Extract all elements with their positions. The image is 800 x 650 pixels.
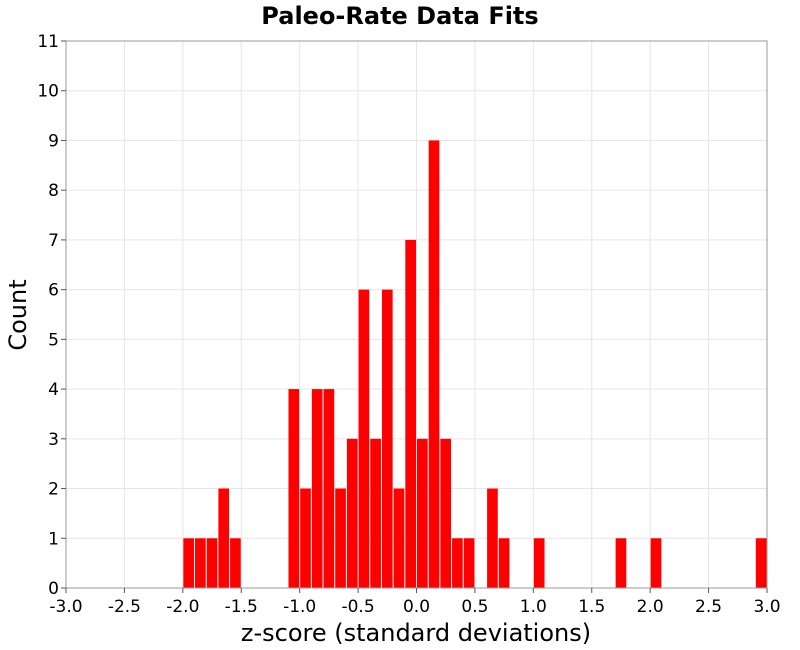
histogram-bar (183, 538, 195, 588)
histogram-bar (381, 289, 393, 588)
x-tick-label: 3.0 (753, 597, 780, 617)
histogram-bar (346, 438, 358, 588)
histogram-bar (755, 538, 767, 588)
y-tick-labels: 0 1 2 3 4 5 6 7 8 9 10 11 (37, 32, 59, 599)
histogram-bar (218, 488, 230, 588)
histogram-bar (650, 538, 662, 588)
x-tick-label: -1.5 (225, 597, 258, 617)
x-tick-label: 2.5 (695, 597, 722, 617)
histogram-bar (300, 488, 311, 588)
histogram-bar (195, 538, 206, 588)
x-tick-label: -0.5 (341, 597, 374, 617)
y-axis-label: Count (4, 279, 32, 350)
y-tick-label: 2 (48, 480, 59, 500)
x-tick-label: -2.5 (108, 597, 141, 617)
y-tick-label: 10 (37, 82, 59, 102)
x-tick-label: 0.5 (461, 597, 488, 617)
histogram-bar (230, 538, 241, 588)
histogram-bar (463, 538, 475, 588)
histogram-bar (358, 289, 370, 588)
x-tick-label: 1.5 (578, 597, 605, 617)
histogram-bar (498, 538, 510, 588)
chart-title: Paleo-Rate Data Fits (261, 2, 538, 30)
x-tick-label: -3.0 (49, 597, 82, 617)
histogram-bar (206, 538, 218, 588)
x-tick-label: 1.0 (520, 597, 547, 617)
x-tick-label: 0.0 (403, 597, 430, 617)
tick-marks (61, 40, 768, 593)
histogram-bar (393, 488, 405, 588)
x-tick-label: -2.0 (166, 597, 199, 617)
x-axis-label: z-score (standard deviations) (241, 619, 591, 647)
histogram-bar (452, 538, 463, 588)
histogram-bar (370, 438, 381, 588)
bars-group (183, 140, 767, 589)
y-tick-label: 9 (48, 131, 59, 151)
x-tick-label: 2.0 (637, 597, 664, 617)
histogram-bar (311, 389, 323, 588)
y-tick-label: 4 (48, 380, 59, 400)
histogram-bar (440, 438, 452, 588)
histogram-bar (417, 438, 428, 588)
y-tick-label: 1 (48, 529, 59, 549)
y-tick-label: 11 (37, 32, 59, 52)
grid-lines (65, 40, 768, 589)
histogram-bar (288, 389, 300, 588)
histogram-bar (405, 239, 416, 588)
y-tick-label: 7 (48, 231, 59, 251)
y-tick-label: 5 (48, 330, 59, 350)
histogram-bar (335, 488, 346, 588)
y-tick-label: 0 (48, 579, 59, 599)
histogram-bar (615, 538, 627, 588)
x-tick-label: -1.0 (283, 597, 316, 617)
histogram-bar (323, 389, 335, 588)
x-tick-labels: -3.0 -2.5 -2.0 -1.5 -1.0 -0.5 0.0 0.5 1.0 1.5 2.0 2… (49, 597, 780, 617)
y-tick-label: 6 (48, 281, 59, 301)
y-tick-label: 3 (48, 430, 59, 450)
histogram-bar (487, 488, 498, 588)
histogram-bar (428, 140, 440, 589)
y-tick-label: 8 (48, 181, 59, 201)
histogram-bar (533, 538, 545, 588)
